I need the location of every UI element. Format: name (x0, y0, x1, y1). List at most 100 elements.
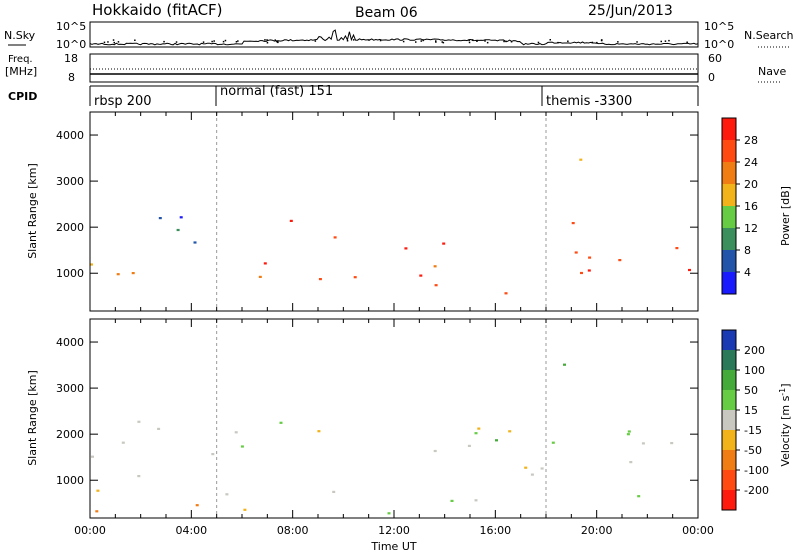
date-title: 25/Jun/2013 (588, 3, 673, 19)
data-cell (243, 508, 247, 511)
y-tick-label: 4000 (56, 129, 84, 142)
data-cell (524, 466, 528, 469)
noise-right-label: N.Search (744, 29, 794, 42)
power-heatmap (90, 112, 691, 311)
noise-dot (415, 41, 417, 43)
noise-dot (274, 39, 276, 41)
noise-dot (468, 41, 471, 44)
data-cell (434, 284, 438, 287)
y-tick-label: 3000 (56, 175, 84, 188)
y-tick-label: 2000 (56, 428, 84, 441)
noise-dot (107, 41, 109, 43)
data-cell (258, 275, 262, 278)
data-cell (90, 263, 93, 266)
data-cell (121, 441, 125, 444)
velocity-panel: 1000 2000 3000 4000 Slant Range [km] 200 100… (26, 318, 792, 553)
noise-dot (346, 40, 349, 42)
station-title: Hokkaido (fitACF) (92, 1, 223, 19)
data-cell (574, 251, 578, 254)
colorbar-swatch (722, 370, 736, 390)
noise-dot (601, 39, 603, 41)
data-cell (618, 259, 622, 262)
data-cell (131, 272, 135, 275)
data-cell (626, 433, 630, 436)
noise-dot (266, 39, 268, 41)
data-cell (137, 420, 141, 423)
data-cell (580, 271, 583, 275)
noise-dot (686, 41, 688, 43)
nave-tick-top: 60 (708, 52, 722, 65)
colorbar-swatch (722, 410, 736, 430)
data-cell (675, 247, 679, 250)
noise-dot (668, 39, 670, 42)
noise-dot (368, 39, 370, 41)
data-cell (588, 256, 592, 259)
data-cell (474, 499, 478, 502)
noise-dot (222, 40, 225, 43)
colorbar-tick-label: 28 (744, 134, 758, 147)
data-cell (318, 278, 322, 281)
y-tick-label: 3000 (56, 382, 84, 395)
colorbar-swatch (722, 490, 736, 510)
noise-dot (213, 40, 215, 42)
colorbar-tick-label: 16 (744, 200, 758, 213)
time-tick-labels: 00:00 04:00 08:00 12:00 16:00 20:00 00:00 (74, 524, 714, 537)
colorbar-tick-label: -50 (744, 444, 762, 457)
data-cell (317, 430, 321, 433)
data-cell (551, 441, 555, 444)
colorbar-swatch (722, 140, 736, 162)
colorbar-swatch (722, 206, 736, 228)
data-cell (116, 273, 120, 276)
noise-dot (557, 41, 559, 44)
cpid-segment-themis: themis -3300 (546, 94, 632, 109)
noise-dot (163, 40, 165, 43)
noise-left-tick-bottom: 10^0 (56, 38, 86, 51)
data-cell (176, 228, 180, 232)
velocity-axes: 1000 2000 3000 4000 (56, 319, 699, 518)
data-cell (158, 217, 162, 220)
cpid-label: CPID (8, 90, 37, 103)
noise-dot (510, 41, 513, 43)
noise-search-dots (103, 39, 688, 44)
noise-right-tick-top: 10^5 (704, 20, 734, 33)
y-tick-label: 4000 (56, 336, 84, 349)
noise-dot (266, 42, 269, 44)
data-cell (179, 216, 183, 219)
freq-label-2: [MHz] (5, 65, 37, 78)
y-tick-label: 2000 (56, 221, 84, 234)
data-cell (289, 219, 293, 222)
data-cell (332, 490, 336, 493)
colorbar-swatch (722, 272, 736, 294)
noise-dot (420, 40, 422, 42)
data-cell (333, 236, 337, 239)
colorbar-swatch (722, 350, 736, 370)
noise-dot (549, 39, 551, 41)
beam-title: Beam 06 (355, 5, 418, 21)
noise-panel: N.Sky 10^5 10^0 10^5 10^0 N.Search (4, 20, 794, 51)
data-cell (508, 430, 512, 433)
time-tick-label: 08:00 (277, 524, 309, 537)
data-cell (404, 247, 408, 250)
noise-dot (379, 39, 382, 42)
colorbar-swatch (722, 118, 736, 140)
data-cell (627, 430, 631, 433)
noise-dot (202, 41, 205, 43)
noise-dot (237, 40, 239, 42)
colorbar-tick-label: 50 (744, 384, 758, 397)
colorbar-swatch (722, 330, 736, 350)
noise-dot (314, 40, 317, 42)
data-cell (474, 432, 478, 435)
noise-dot (435, 41, 437, 43)
noise-left-tick-top: 10^5 (56, 20, 86, 33)
colorbar-tick-label: -200 (744, 484, 769, 497)
colorbar-swatch (722, 162, 736, 184)
power-colorbar: 4 8 12 16 20 24 28 (721, 117, 758, 295)
data-cell (571, 222, 575, 225)
data-cell (540, 467, 544, 470)
colorbar-tick-label: 200 (744, 344, 765, 357)
data-cell (530, 473, 534, 476)
y-tick-label: 1000 (56, 474, 84, 487)
noise-dot (636, 41, 638, 43)
time-tick-label: 16:00 (479, 524, 511, 537)
